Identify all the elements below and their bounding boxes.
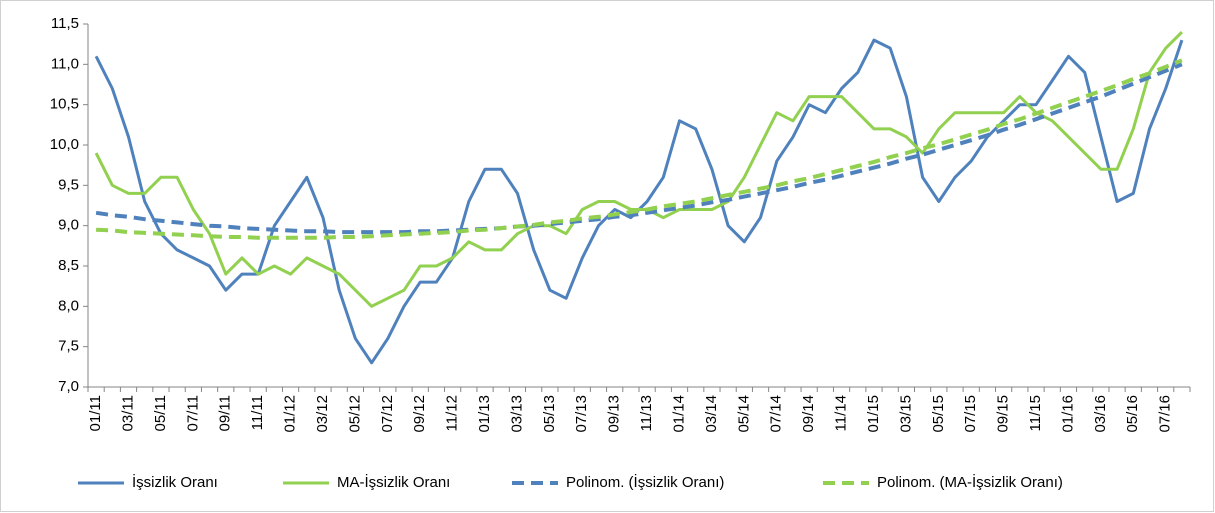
data-line	[94, 31, 1183, 308]
x-tick-label: 07/14	[768, 395, 785, 433]
legend-label: Polinom. (İşsizlik Oranı)	[566, 473, 724, 491]
x-tick-label: 09/13	[606, 395, 623, 433]
x-tick-label: 11/11	[249, 395, 266, 430]
x-tick-label: 03/11	[119, 395, 136, 431]
y-tick-label: 7,5	[58, 338, 79, 355]
legend-label: Polinom. (MA-İşsizlik Oranı)	[877, 473, 1063, 491]
x-tick-label: 07/12	[379, 395, 396, 433]
y-tick-label: 10,0	[50, 136, 79, 153]
y-tick-label: 10,5	[50, 96, 79, 113]
x-tick-label: 05/16	[1124, 395, 1141, 433]
x-tick-label: 11/15	[1027, 395, 1044, 431]
x-tick-label: 05/11	[152, 395, 169, 431]
x-tick-label: 03/12	[314, 395, 331, 433]
y-tick-label: 9,0	[58, 217, 79, 234]
y-tick-label: 8,5	[58, 257, 79, 274]
x-tick-label: 11/13	[638, 395, 655, 431]
x-tick-label: 09/15	[995, 395, 1012, 433]
x-tick-label: 01/12	[282, 395, 299, 433]
x-tick-label: 05/12	[346, 395, 363, 433]
x-tick-label: 09/11	[217, 395, 234, 431]
x-tick-label: 11/12	[444, 395, 461, 431]
trend-line	[96, 58, 1183, 240]
x-tick-label: 01/16	[1059, 395, 1076, 433]
x-tick-label: 05/14	[735, 395, 752, 433]
x-tick-label: 11/14	[833, 395, 850, 431]
x-tick-label: 07/13	[573, 395, 590, 433]
x-tick-label: 05/15	[930, 395, 947, 433]
y-tick-label: 9,5	[58, 176, 79, 193]
x-tick-label: 01/15	[865, 395, 882, 433]
x-tick-label: 05/13	[541, 395, 558, 433]
x-tick-label: 07/16	[1157, 395, 1174, 433]
x-tick-label: 03/14	[703, 395, 720, 433]
y-tick-label: 8,0	[58, 297, 79, 314]
x-tick-label: 01/14	[670, 395, 687, 433]
y-tick-label: 7,0	[58, 378, 79, 395]
x-tick-label: 07/11	[184, 395, 201, 431]
legend-label: MA-İşsizlik Oranı	[337, 473, 450, 491]
x-tick-label: 03/16	[1092, 395, 1109, 433]
x-tick-label: 03/15	[897, 395, 914, 433]
x-tick-label: 01/11	[87, 395, 104, 431]
x-tick-label: 07/15	[962, 395, 979, 433]
x-tick-label: 01/13	[476, 395, 493, 433]
x-tick-label: 09/14	[800, 395, 817, 433]
legend-label: İşsizlik Oranı	[132, 473, 218, 491]
x-tick-label: 03/13	[508, 395, 525, 433]
y-tick-label: 11,5	[51, 15, 79, 32]
y-tick-label: 11,0	[51, 55, 79, 72]
trend-line	[95, 62, 1183, 235]
x-tick-label: 09/12	[411, 395, 428, 433]
